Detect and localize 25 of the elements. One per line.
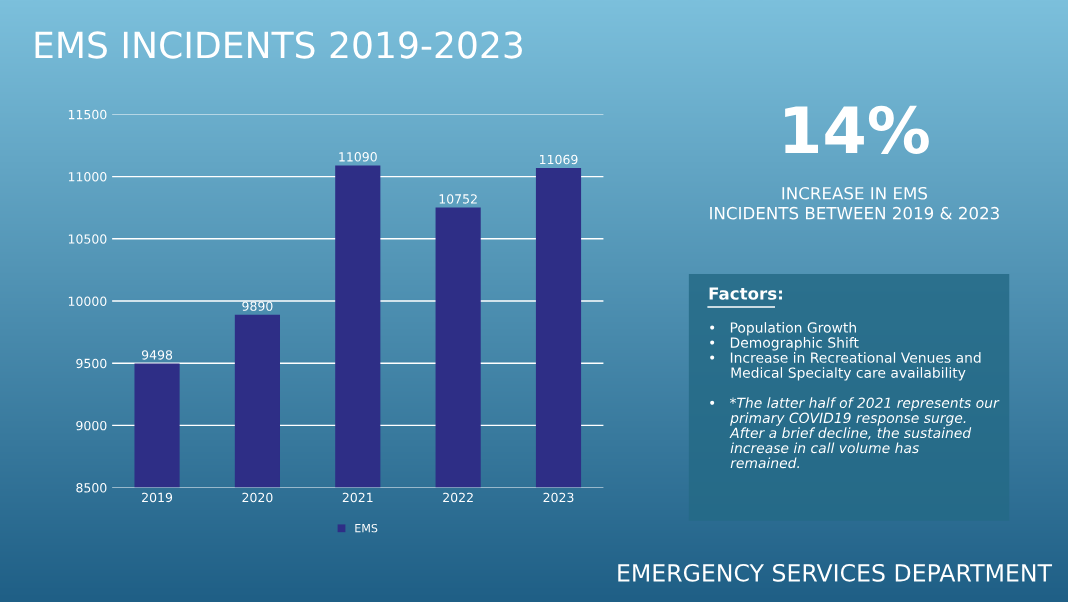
y-tick-label: 10000 <box>68 296 107 306</box>
text: 14% <box>785 105 929 154</box>
y-tick-label: 11500 <box>68 109 107 120</box>
data-label: 9890 <box>242 301 273 311</box>
y-tick-label: 8500 <box>76 483 107 493</box>
y-tick-label: 9000 <box>76 420 107 431</box>
x-tick-label: 2023 <box>543 492 574 503</box>
text: Factors: <box>709 287 782 300</box>
text: INCREASE IN EMS INCIDENTS BETWEEN 2019 & 2023 <box>710 186 999 220</box>
text: EMERGENCY SERVICES DEPARTMENT <box>618 563 1053 582</box>
data-label: 11069 <box>540 154 578 165</box>
data-label: 9498 <box>141 350 173 360</box>
x-tick-label: 2020 <box>242 492 273 503</box>
x-tick-label: 2021 <box>342 492 373 503</box>
data-label: 11090 <box>339 152 377 162</box>
y-tick-label: 10500 <box>68 234 107 244</box>
chart-title: EMS INCIDENTS 2019-2023 <box>35 31 522 59</box>
x-tick-label: 2019 <box>142 492 173 503</box>
text: • Population Growth • Demographic Shift • Increase in Recreational Venues and Medical Specialty care availability <box>710 322 981 381</box>
y-tick-label: 11000 <box>68 172 107 182</box>
data-label: 10752 <box>439 194 477 204</box>
y-tick-label: 9500 <box>76 358 107 369</box>
x-tick-label: 2022 <box>443 492 473 503</box>
text: • *The latter half of 2021 represents our primary COVID19 response surge. After a brief decline, the sustained increase in call volume has remained. <box>710 397 1000 469</box>
legend-label: EMS <box>355 523 378 533</box>
